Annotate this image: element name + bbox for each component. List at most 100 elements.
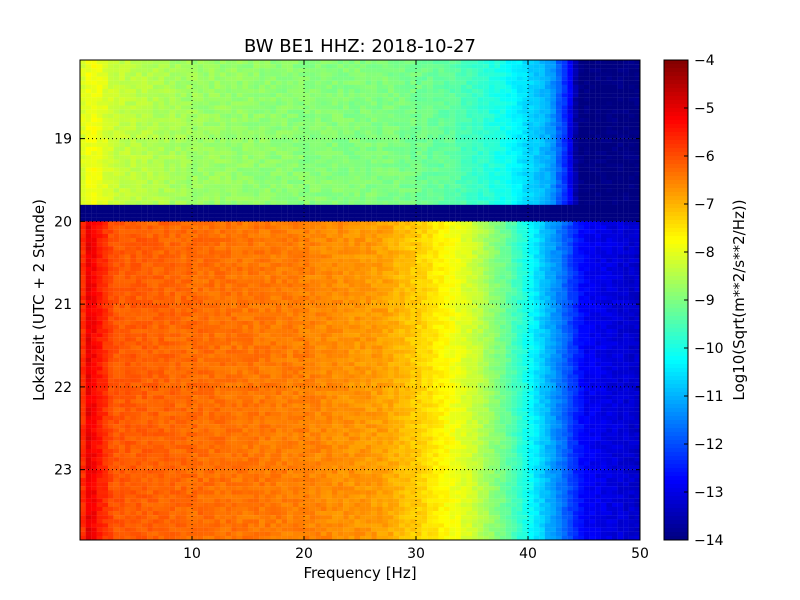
spectrogram-cell bbox=[264, 146, 271, 152]
spectrogram-cell bbox=[466, 233, 473, 239]
spectrogram-cell bbox=[326, 213, 333, 218]
spectrogram-cell bbox=[578, 109, 585, 114]
spectrogram-cell bbox=[550, 159, 557, 164]
spectrogram-cell bbox=[354, 68, 361, 73]
spectrogram-cell bbox=[421, 221, 428, 226]
spectrogram-cell bbox=[449, 134, 456, 139]
spectrogram-cell bbox=[253, 225, 260, 230]
spectrogram-cell bbox=[516, 250, 523, 255]
spectrogram-cell bbox=[231, 159, 237, 164]
spectrogram-cell bbox=[332, 225, 338, 230]
spectrogram-cell bbox=[617, 208, 624, 214]
spectrogram-cell bbox=[589, 262, 596, 268]
spectrogram-cell bbox=[113, 109, 120, 114]
spectrogram-cell bbox=[175, 171, 181, 177]
spectrogram-cell bbox=[483, 72, 489, 77]
spectrogram-cell bbox=[578, 155, 585, 160]
spectrogram-cell bbox=[550, 130, 557, 135]
spectrogram-cell bbox=[416, 246, 422, 251]
spectrogram-cell bbox=[180, 159, 187, 164]
spectrogram-cell bbox=[427, 72, 433, 77]
spectrogram-cell bbox=[438, 225, 445, 230]
spectrogram-cell bbox=[309, 130, 316, 135]
spectrogram-cell bbox=[203, 93, 209, 98]
spectrogram-cell bbox=[231, 242, 237, 247]
spectrogram-cell bbox=[315, 72, 321, 77]
spectrogram-cell bbox=[175, 93, 181, 98]
spectrogram-cell bbox=[455, 97, 461, 102]
spectrogram-cell bbox=[214, 97, 221, 102]
spectrogram-cell bbox=[500, 155, 506, 160]
spectrogram-cell bbox=[130, 97, 137, 102]
spectrogram-cell bbox=[348, 217, 355, 222]
spectrogram-cell bbox=[225, 84, 232, 90]
chart-title: BW BE1 HHZ: 2018-10-27 bbox=[244, 36, 476, 57]
spectrogram-cell bbox=[164, 117, 170, 123]
spectrogram-cell bbox=[578, 122, 585, 127]
spectrogram-cell bbox=[522, 262, 529, 268]
spectrogram-cell bbox=[438, 180, 445, 185]
spectrogram-cell bbox=[589, 64, 596, 69]
spectrogram-cell bbox=[186, 262, 193, 268]
spectrogram-cell bbox=[533, 134, 540, 139]
spectrogram-cell bbox=[102, 105, 109, 110]
spectrogram-cell bbox=[253, 72, 260, 77]
spectrogram-cell bbox=[578, 88, 585, 94]
spectrogram-cell bbox=[158, 101, 165, 106]
spectrogram-cell bbox=[108, 229, 114, 234]
spectrogram-cell bbox=[287, 175, 293, 181]
spectrogram-cell bbox=[136, 217, 142, 222]
spectrogram-cell bbox=[544, 180, 551, 185]
spectrogram-cell bbox=[309, 221, 316, 226]
spectrogram-cell bbox=[371, 188, 377, 193]
spectrogram-cell bbox=[600, 180, 607, 185]
spectrogram-cell bbox=[113, 175, 120, 181]
spectrogram-cell bbox=[449, 68, 456, 73]
spectrogram-cell bbox=[208, 204, 215, 210]
spectrogram-cell bbox=[432, 130, 439, 135]
spectrogram-cell bbox=[343, 237, 349, 243]
spectrogram-cell bbox=[444, 167, 450, 172]
spectrogram-cell bbox=[108, 163, 114, 168]
spectrogram-cell bbox=[85, 113, 92, 119]
spectrogram-cell bbox=[455, 208, 461, 214]
spectrogram-cell bbox=[382, 180, 389, 185]
spectrogram-cell bbox=[516, 113, 523, 119]
spectrogram-cell bbox=[348, 242, 355, 247]
spectrogram-cell bbox=[270, 175, 277, 181]
spectrogram-cell bbox=[180, 60, 187, 65]
spectrogram-cell bbox=[600, 130, 607, 135]
spectrogram-cell bbox=[500, 188, 506, 193]
spectrogram-cell bbox=[276, 233, 282, 239]
spectrogram-cell bbox=[505, 200, 512, 205]
spectrogram-cell bbox=[208, 88, 215, 94]
spectrogram-cell bbox=[91, 246, 97, 251]
spectrogram-cell bbox=[466, 254, 473, 259]
spectrogram-cell bbox=[360, 200, 366, 205]
spectrogram-cell bbox=[556, 254, 562, 259]
spectrogram-cell bbox=[91, 146, 97, 152]
spectrogram-cell bbox=[96, 180, 103, 185]
spectrogram-cell bbox=[102, 122, 109, 127]
spectrogram-cell bbox=[264, 155, 271, 160]
spectrogram-cell bbox=[556, 258, 562, 263]
spectrogram-cell bbox=[192, 113, 198, 119]
spectrogram-cell bbox=[365, 88, 372, 94]
spectrogram-cell bbox=[539, 126, 545, 131]
spectrogram-cell bbox=[393, 242, 400, 247]
spectrogram-cell bbox=[164, 262, 170, 268]
spectrogram-cell bbox=[220, 134, 226, 139]
spectrogram-cell bbox=[628, 167, 635, 172]
spectrogram-cell bbox=[449, 167, 456, 172]
spectrogram-cell bbox=[332, 64, 338, 69]
spectrogram-cell bbox=[612, 171, 618, 177]
spectrogram-cell bbox=[186, 80, 193, 85]
spectrogram-cell bbox=[102, 233, 109, 239]
spectrogram-cell bbox=[141, 225, 148, 230]
spectrogram-cell bbox=[623, 213, 629, 218]
spectrogram-cell bbox=[304, 180, 310, 185]
spectrogram-cell bbox=[85, 217, 92, 222]
spectrogram-cell bbox=[376, 217, 383, 222]
spectrogram-cell bbox=[505, 151, 512, 156]
spectrogram-cell bbox=[248, 101, 254, 106]
